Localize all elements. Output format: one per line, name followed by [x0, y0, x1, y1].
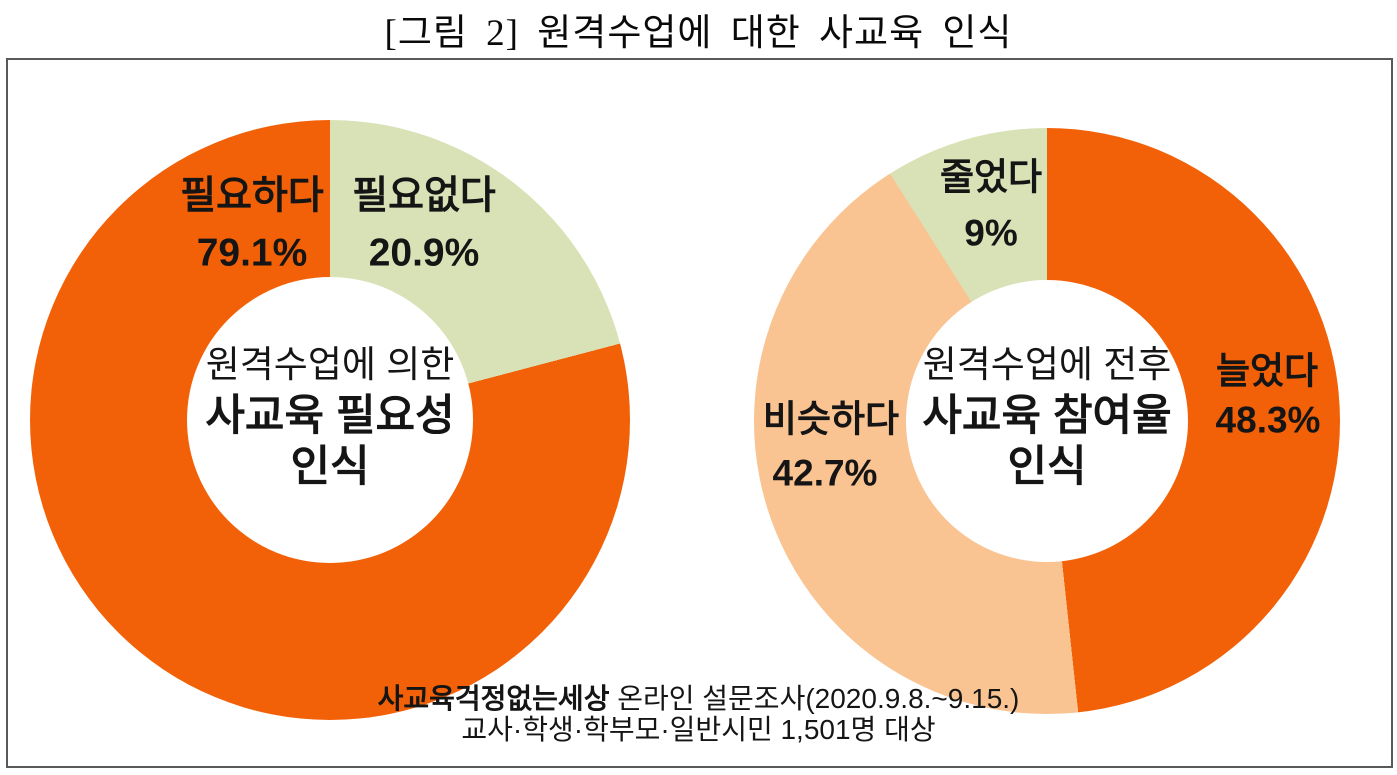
slice-value-necessary: 79.1%: [196, 231, 308, 275]
slice-value-unnecessary: 20.9%: [368, 231, 480, 275]
center-title-line: 인식: [1007, 443, 1087, 491]
center-title-line: 사교육 참여율: [922, 392, 1172, 440]
slice-label-unnecessary: 필요없다: [352, 174, 496, 218]
donut-center-title-necessity: 원격수업에 의한 사교육 필요성 인식: [205, 340, 454, 492]
donut-hole-participation: [906, 280, 1188, 562]
source-organization: 사교육걱정없는세상: [377, 683, 610, 714]
source-caption-line1: 사교육걱정없는세상 온라인 설문조사(2020.9.8.~9.15.): [0, 684, 1397, 714]
donut-hole-necessity: [187, 277, 473, 563]
center-title-line: 인식: [290, 443, 370, 491]
slice-value-similar: 42.7%: [772, 452, 878, 494]
figure-title: [그림 2] 원격수업에 대한 사교육 인식: [384, 13, 1013, 54]
center-title-line: 사교육 필요성: [205, 392, 455, 440]
slice-label-increased: 늘었다: [1215, 350, 1319, 392]
source-caption-line2: 교사·학생·학부모·일반시민 1,501명 대상: [461, 714, 936, 745]
slice-value-decreased: 9%: [964, 212, 1018, 254]
slice-label-similar: 비슷하다: [762, 398, 900, 440]
slice-label-necessary: 필요하다: [180, 174, 324, 218]
source-survey-info: 온라인 설문조사(2020.9.8.~9.15.): [609, 683, 1020, 714]
center-title-line: 원격수업에 의한: [205, 344, 455, 385]
donut-center-title-participation: 원격수업에 전후 사교육 참여율 인식: [922, 340, 1171, 492]
slice-label-decreased: 줄었다: [939, 156, 1043, 198]
center-title-line: 원격수업에 전후: [922, 344, 1172, 385]
slice-value-increased: 48.3%: [1215, 399, 1321, 441]
